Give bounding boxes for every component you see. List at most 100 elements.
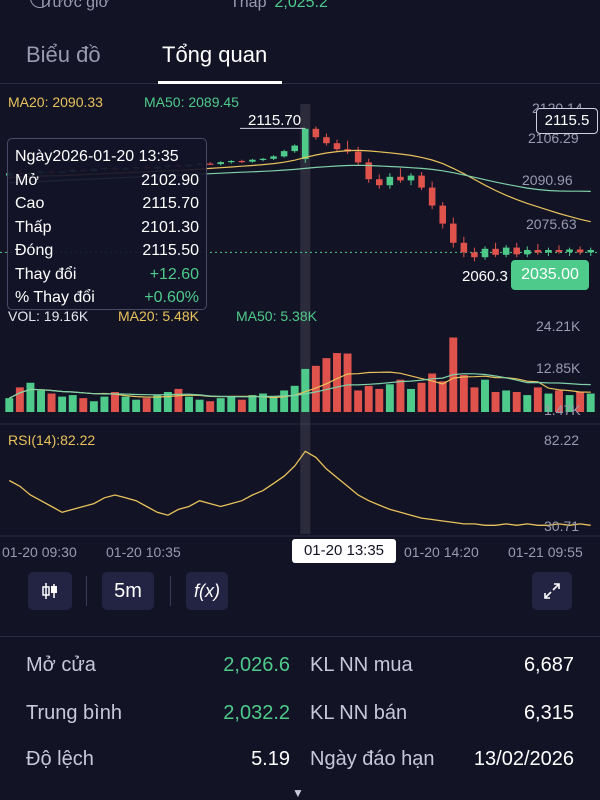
stat-value: 6,687 <box>523 654 574 676</box>
volume-bar <box>343 353 352 412</box>
stats-row: Độ lệch 5.19 Ngày đáo hạn 13/02/2026 <box>0 748 600 778</box>
volume-bar <box>396 379 405 412</box>
volume-bar <box>259 393 267 412</box>
low-price-summary: Thấp 2,025.2 <box>230 0 328 12</box>
expand-more-icon[interactable]: ▼ <box>292 786 304 800</box>
tooltip-row: Cao 2115.70 <box>15 195 199 212</box>
crosshair-time-tag: 01-20 13:35 <box>292 539 396 563</box>
candle-body <box>513 247 520 255</box>
volume-bar <box>523 395 532 412</box>
expand-icon <box>544 583 560 599</box>
volume-bar <box>79 398 88 412</box>
volume-bar <box>100 396 109 412</box>
volume-bar <box>459 375 468 412</box>
volume-bar <box>280 390 289 412</box>
candle-body <box>302 128 309 160</box>
volume-bar <box>512 392 521 412</box>
interval-button[interactable]: 5m <box>102 572 154 610</box>
volume-bar <box>576 392 585 412</box>
crosshair-column <box>300 104 311 534</box>
current-price-tag: 2035.00 <box>511 260 589 290</box>
candle-body <box>587 250 594 253</box>
volume-bar <box>227 396 236 412</box>
tooltip-date-row: Ngày2026-01-20 13:35 <box>15 148 179 165</box>
toolbar-separator <box>86 576 87 606</box>
volume-bar <box>195 399 204 412</box>
chart-toolbar: 5m f(x) <box>0 572 600 616</box>
candle-body <box>228 160 235 163</box>
volume-bar <box>301 368 310 412</box>
volume-bar <box>47 393 56 412</box>
candle-body <box>365 162 372 180</box>
candle-body <box>270 156 277 159</box>
section-divider <box>0 636 600 637</box>
candle-body <box>217 162 224 165</box>
candle-body <box>492 248 499 255</box>
premarket-label: Trước giờ <box>38 0 110 11</box>
volume-axis-label-2: 1.47K <box>544 402 581 418</box>
volume-bar <box>407 388 415 412</box>
candle-body <box>397 176 404 181</box>
candle-body <box>471 252 478 258</box>
candle-body <box>238 160 246 163</box>
tab-chart[interactable]: Biểu đồ <box>26 42 101 67</box>
tooltip-row: % Thay đổi +0.60% <box>15 289 199 306</box>
tooltip-row: Thay đổi +12.60 <box>15 265 199 283</box>
stat-value: 2,032.2 <box>223 702 290 724</box>
stat-label: Độ lệch <box>26 748 94 770</box>
volume-bar <box>37 390 45 412</box>
stat-label: KL NN mua <box>310 654 413 676</box>
candle-body <box>545 250 552 253</box>
candle-body <box>249 159 256 162</box>
rsi-axis-label-1: 30.71 <box>544 518 580 534</box>
top-partial-bar: Trước giờ Thấp 2,025.2 <box>0 0 600 18</box>
fullscreen-button[interactable] <box>532 572 572 610</box>
volume-bar <box>174 388 183 412</box>
volume-bar <box>481 379 489 412</box>
price-axis-label-3: 2075.63 <box>526 216 577 232</box>
volume-bar <box>586 393 595 412</box>
price-axis-label-2: 2090.96 <box>522 172 573 188</box>
volume-bar <box>364 385 373 412</box>
crosshair-price-tag: 2115.5 <box>536 108 598 134</box>
candle-body <box>354 151 362 163</box>
candle-body <box>323 137 330 144</box>
volume-bar <box>153 395 162 412</box>
indicator-button[interactable]: f(x) <box>186 572 228 610</box>
stat-label: Ngày đáo hạn <box>310 748 435 770</box>
volume-bar <box>248 395 257 412</box>
volume-ma20-header: MA20: 5.48K <box>118 308 199 324</box>
low-price-marker: 2060.3 <box>462 268 508 285</box>
volume-bar <box>417 382 426 412</box>
candle-body <box>450 223 457 243</box>
low-label: Thấp <box>230 0 267 11</box>
time-axis-label-3: 01-20 14:20 <box>404 544 479 560</box>
toolbar-separator <box>170 576 171 606</box>
volume-bar <box>470 387 479 412</box>
tab-overview[interactable]: Tổng quan <box>162 42 268 67</box>
stat-value: 2,026.6 <box>223 654 290 676</box>
volume-bar <box>185 396 193 412</box>
stats-row: Mở cửa 2,026.6 KL NN mua 6,687 <box>0 654 600 684</box>
chart-type-button[interactable] <box>28 572 72 610</box>
volume-bar <box>290 385 299 412</box>
volume-bar <box>333 353 341 412</box>
stat-value: 13/02/2026 <box>473 748 574 770</box>
tooltip-row: Đóng 2115.50 <box>15 242 199 259</box>
stat-label: Mở cửa <box>26 654 96 676</box>
volume-bar <box>269 396 278 412</box>
candle-body <box>502 247 510 255</box>
ohlc-tooltip: Ngày2026-01-20 13:35 Mở 2102.90 Cao 2115.7… <box>7 138 207 310</box>
stat-label: Trung bình <box>26 702 122 724</box>
volume-bar <box>354 390 363 412</box>
candle-body <box>460 242 468 253</box>
stats-row: Trung bình 2,032.2 KL NN bán 6,315 <box>0 702 600 732</box>
volume-bar <box>565 395 574 412</box>
candle-body <box>555 250 563 252</box>
volume-bar <box>15 387 24 412</box>
candle-body <box>376 179 383 186</box>
volume-bar <box>237 399 246 412</box>
volume-bar <box>216 398 225 412</box>
candle-body <box>407 175 415 181</box>
price-chart[interactable]: MA20: 2090.33 MA50: 2089.45 2120.14 2106… <box>0 84 600 564</box>
